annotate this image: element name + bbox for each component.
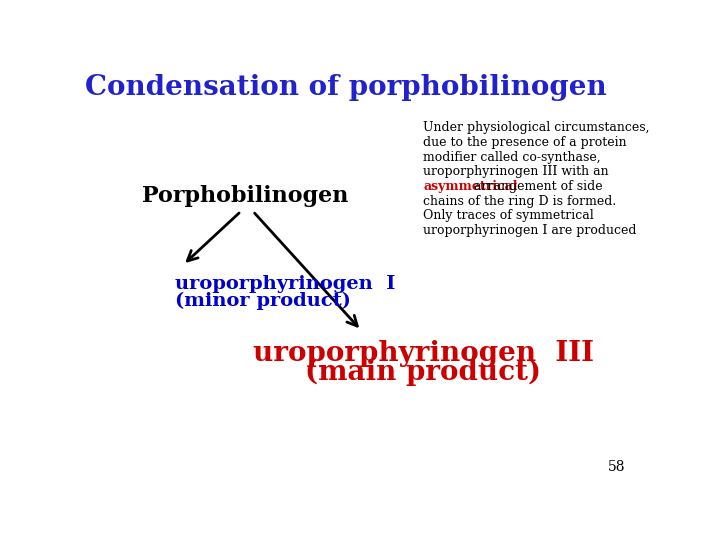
Text: (minor product): (minor product) [175,292,351,310]
Text: chains of the ring D is formed.: chains of the ring D is formed. [423,194,616,207]
Text: uroporphyrinogen III with an: uroporphyrinogen III with an [423,165,609,178]
Text: arrangement of side: arrangement of side [470,180,603,193]
Text: Condensation of porphobilinogen: Condensation of porphobilinogen [85,75,607,102]
Text: modifier called co-synthase,: modifier called co-synthase, [423,151,601,164]
Text: uroporphyrinogen  I: uroporphyrinogen I [175,275,395,293]
Text: Only traces of symmetrical: Only traces of symmetrical [423,209,594,222]
Text: 58: 58 [608,460,626,474]
Text: asymmetrical: asymmetrical [423,180,518,193]
Text: uroporphyrinogen  III: uroporphyrinogen III [253,340,594,367]
Text: uroporphyrinogen I are produced: uroporphyrinogen I are produced [423,224,636,237]
Text: Porphobilinogen: Porphobilinogen [142,185,348,207]
Text: Under physiological circumstances,: Under physiological circumstances, [423,122,649,134]
Text: due to the presence of a protein: due to the presence of a protein [423,136,627,149]
Text: (main product): (main product) [305,359,541,387]
